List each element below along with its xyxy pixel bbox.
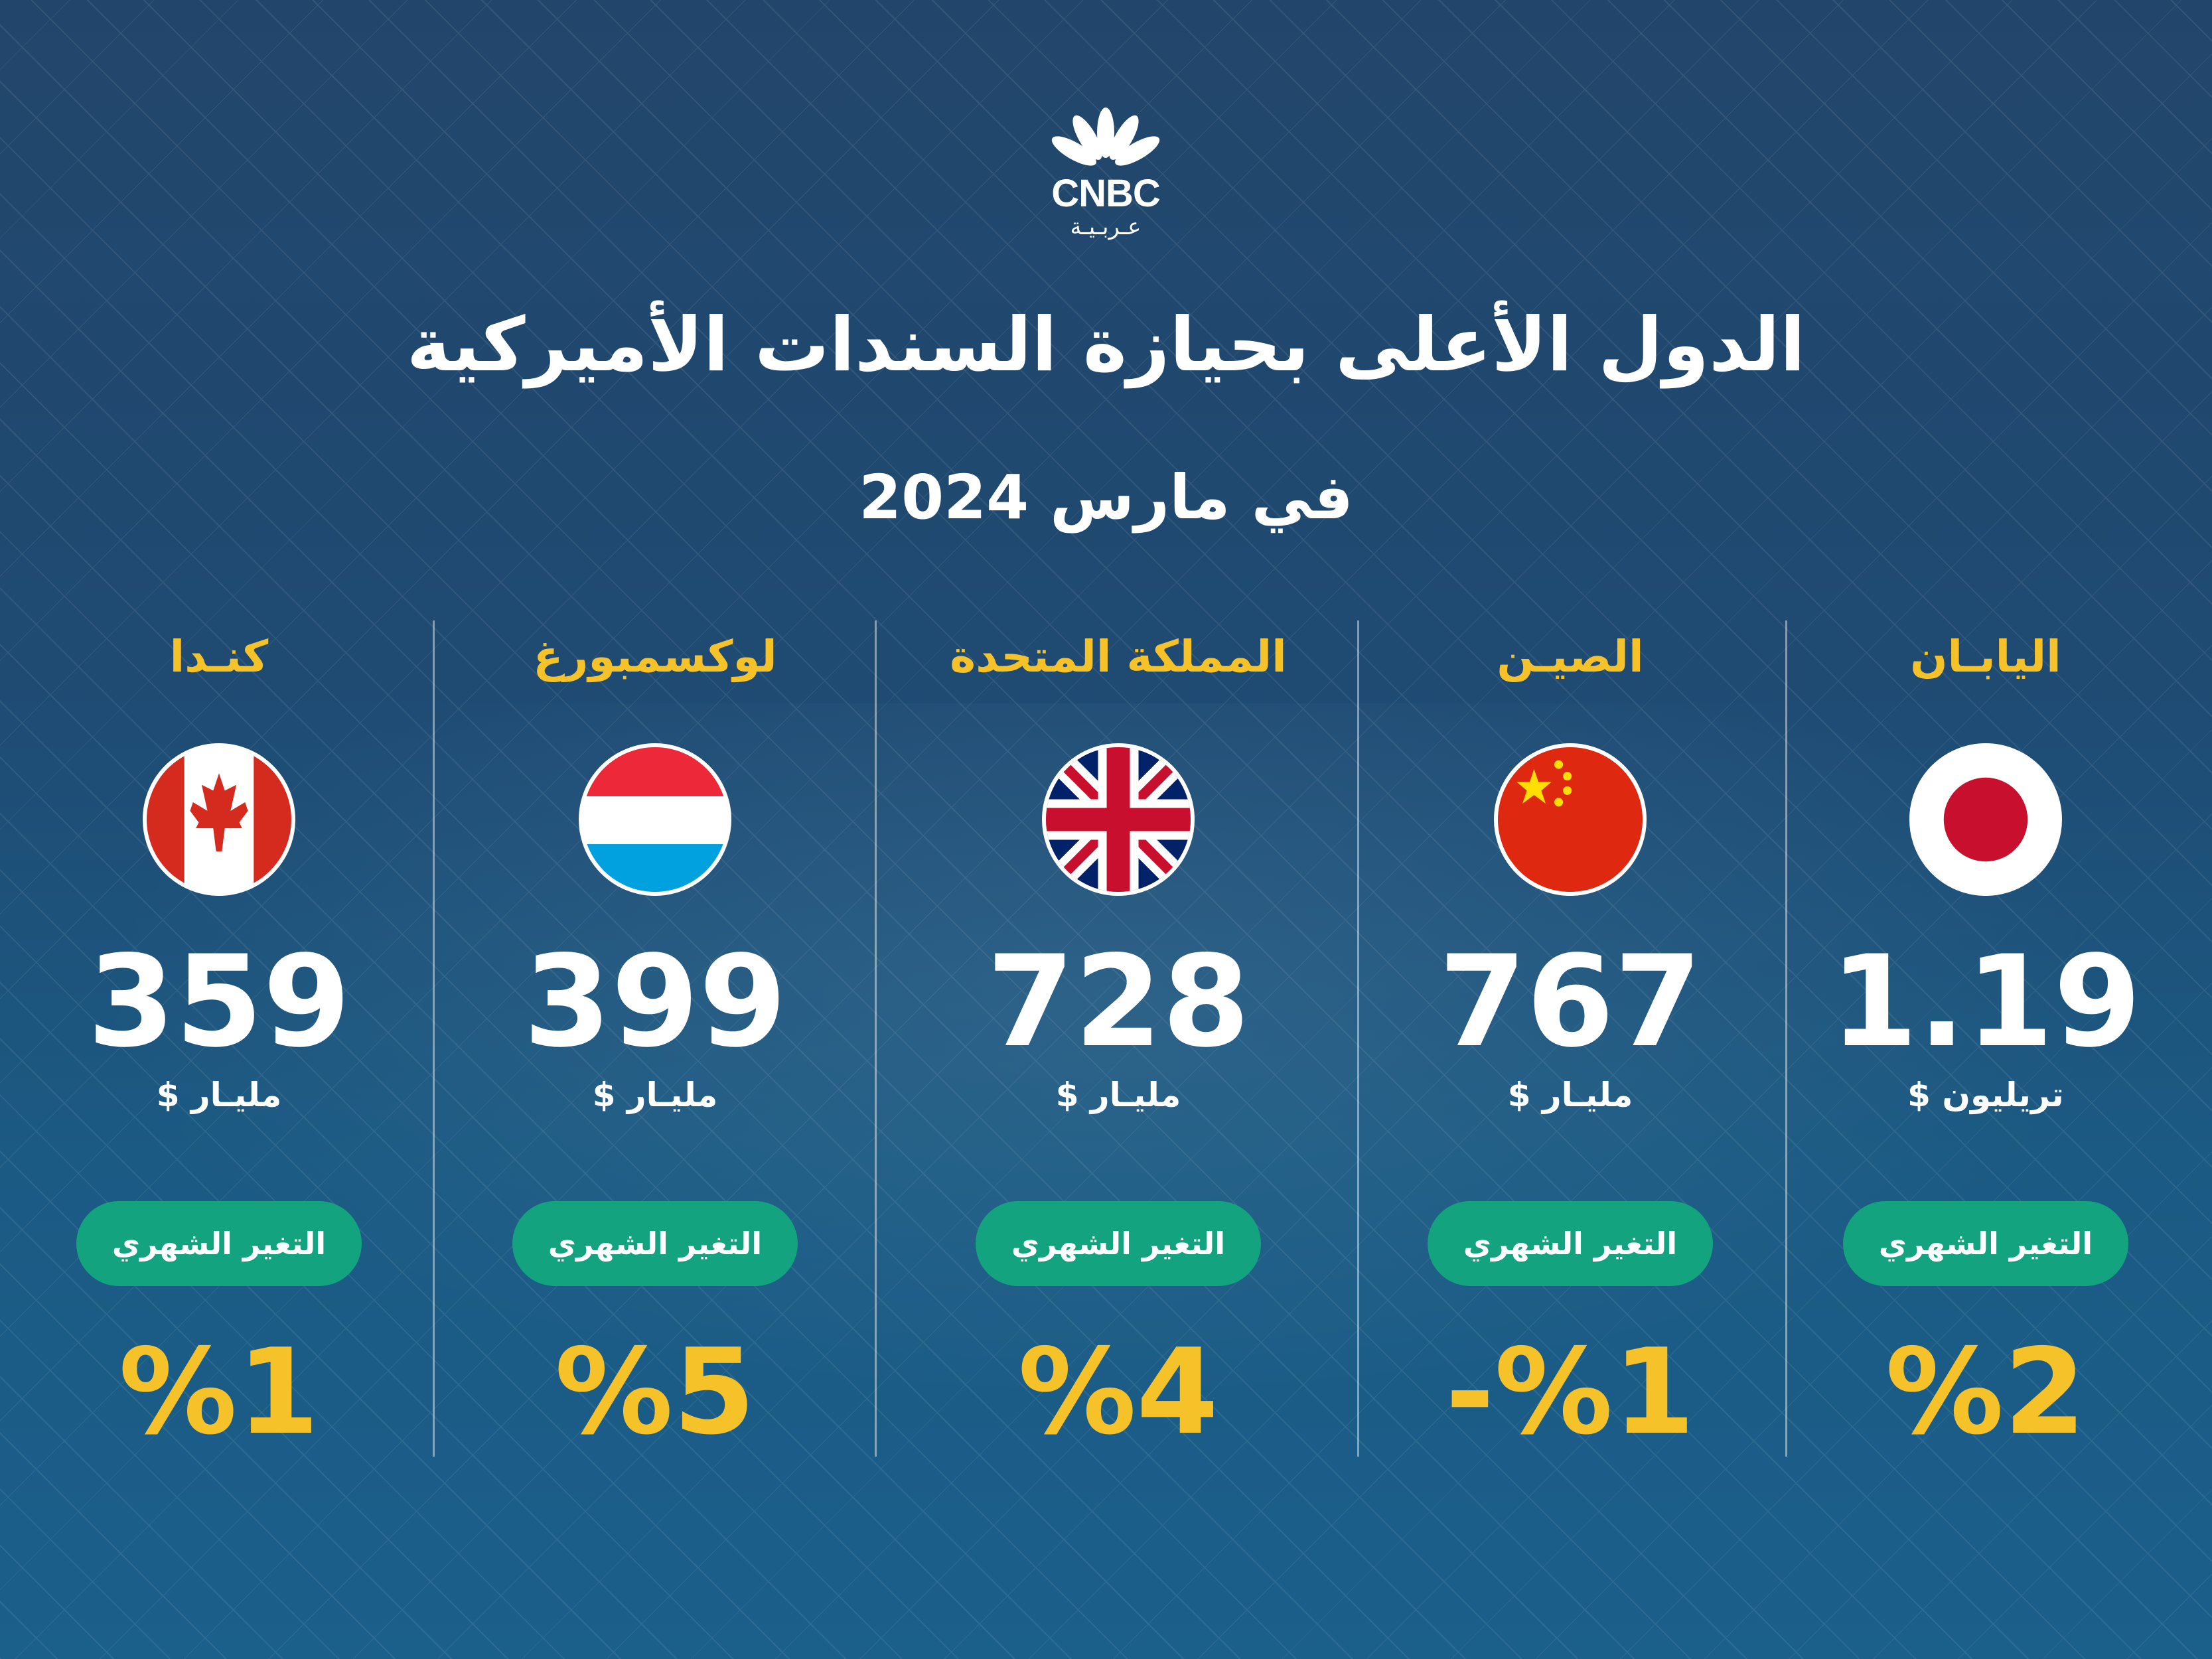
country-card-uk: المملكة المتحدة 728 مليـار $ التغير الشه… [919,624,1317,1459]
column-divider [875,620,877,1457]
country-card-canada: كنـدا 359 مليـار $ التغير الشهري %1 [20,624,418,1459]
holding-unit: مليـار $ [1055,1076,1181,1114]
monthly-change-badge: التغير الشهري [1428,1201,1713,1286]
holding-unit: مليـار $ [1507,1076,1633,1114]
monthly-change-value: %1- [1445,1323,1696,1461]
country-card-china: الصيـن 767 مليـار $ التغير الشهري %1- [1371,624,1769,1459]
uk-flag-icon [1042,743,1195,896]
holding-unit: مليـار $ [592,1076,718,1114]
page-title: الدول الأعلى بحيازة السندات الأميركية [406,302,1806,388]
holding-value: 728 [986,928,1250,1075]
monthly-change-badge: التغير الشهري [976,1201,1261,1286]
cnbc-logo: CNBC عـربـيـة [1039,106,1172,246]
monthly-change-value: %5 [554,1323,756,1461]
monthly-change-badge: التغير الشهري [76,1201,362,1286]
canada-flag-icon [143,743,295,896]
holding-value: 359 [87,928,351,1075]
page-subtitle: في مارس 2024 [859,462,1353,533]
country-name: اليابـان [1910,631,2061,682]
logo-brand: CNBC [1051,172,1161,215]
japan-flag-icon [1909,743,2062,896]
monthly-change-value: %1 [118,1323,320,1461]
holding-unit: مليـار $ [156,1076,282,1114]
country-name: الصيـن [1497,631,1644,682]
monthly-change-value: %2 [1885,1323,2087,1461]
holding-value: 767 [1438,928,1702,1075]
column-divider [433,620,435,1457]
holding-unit: تريليون $ [1907,1076,2064,1114]
monthly-change-value: %4 [1017,1323,1219,1461]
luxembourg-flag-icon [579,743,731,896]
country-card-japan: اليابـان 1.19 تريليون $ التغير الشهري %2 [1787,624,2185,1459]
column-divider [1785,620,1787,1457]
monthly-change-badge: التغير الشهري [512,1201,798,1286]
country-name: لوكسمبورغ [533,631,777,682]
country-name: كنـدا [169,631,269,682]
holding-value: 1.19 [1830,928,2142,1075]
peacock-icon [1051,108,1160,166]
country-name: المملكة المتحدة [950,631,1287,682]
country-card-luxembourg: لوكسمبورغ 399 مليـار $ التغير الشهري %5 [456,624,854,1459]
logo-subtitle: عـربـيـة [1070,214,1142,240]
column-divider [1357,620,1359,1457]
holding-value: 399 [523,928,787,1075]
china-flag-icon [1494,743,1647,896]
monthly-change-badge: التغير الشهري [1843,1201,2128,1286]
